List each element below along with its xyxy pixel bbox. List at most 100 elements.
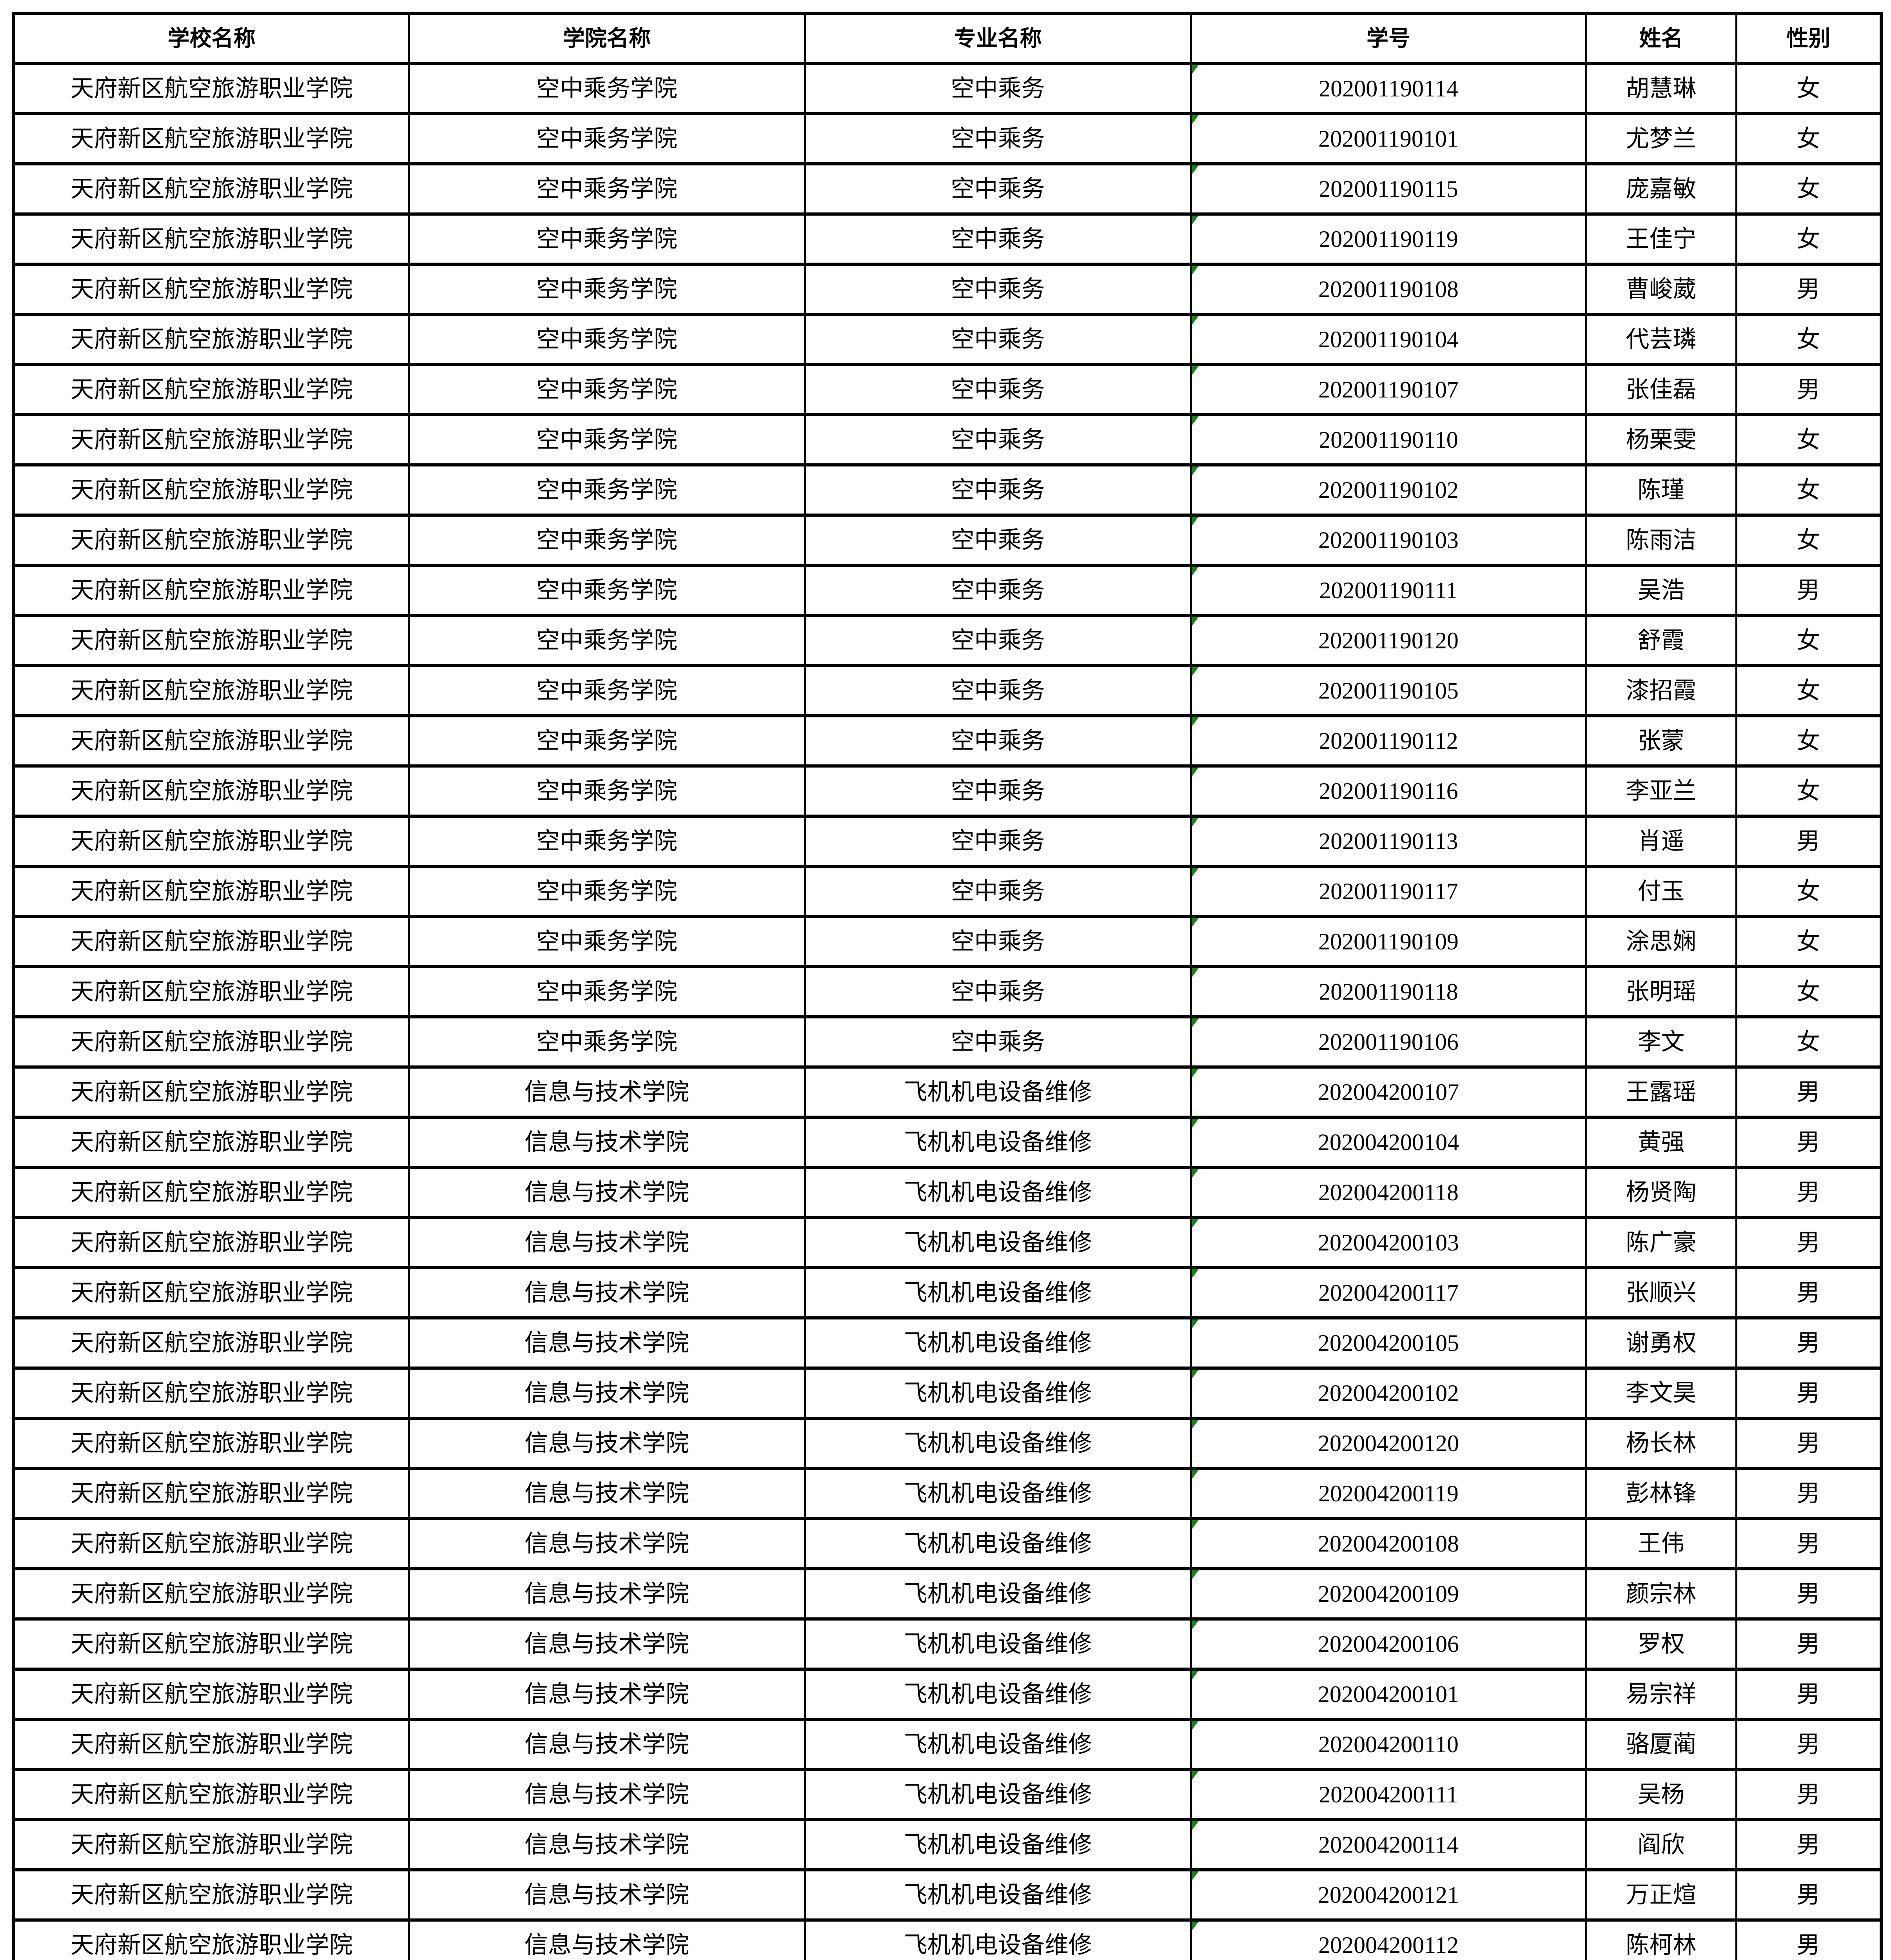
green-triangle-icon [1193, 1472, 1199, 1479]
table-body: 天府新区航空旅游职业学院 空中乘务学院 空中乘务 202001190114 胡慧… [13, 62, 1882, 1960]
cell-student-id: 202001190104 [1190, 313, 1587, 366]
cell-school: 天府新区航空旅游职业学院 [13, 363, 410, 416]
student-id-value: 202001190111 [1319, 577, 1458, 603]
cell-college: 空中乘务学院 [408, 463, 806, 517]
table-row: 天府新区航空旅游职业学院 空中乘务学院 空中乘务 202001190109 涂思… [13, 915, 1882, 968]
cell-school: 天府新区航空旅游职业学院 [13, 1467, 410, 1520]
table-row: 天府新区航空旅游职业学院 信息与技术学院 飞机机电设备维修 2020042001… [13, 1718, 1882, 1771]
table-row: 天府新区航空旅游职业学院 空中乘务学院 空中乘务 202001190117 付玉… [13, 865, 1882, 918]
student-id-value: 202001190113 [1319, 828, 1458, 854]
cell-college: 信息与技术学院 [408, 1517, 806, 1570]
table-row: 天府新区航空旅游职业学院 空中乘务学院 空中乘务 202001190103 陈雨… [13, 514, 1882, 567]
cell-student-id: 202004200104 [1190, 1116, 1587, 1169]
cell-major: 飞机机电设备维修 [804, 1617, 1192, 1671]
cell-gender: 女 [1735, 714, 1882, 768]
student-id-value: 202004200107 [1318, 1079, 1459, 1105]
cell-school: 天府新区航空旅游职业学院 [13, 212, 410, 266]
cell-college: 信息与技术学院 [408, 1216, 806, 1269]
cell-student-id: 202004200110 [1190, 1718, 1587, 1771]
table-row: 天府新区航空旅游职业学院 空中乘务学院 空中乘务 202001190108 曹峻… [13, 263, 1882, 316]
student-id-value: 202001190110 [1319, 427, 1458, 453]
cell-name: 颜宗林 [1585, 1567, 1737, 1621]
cell-student-id: 202004200101 [1190, 1668, 1587, 1721]
cell-gender: 男 [1735, 1768, 1882, 1821]
green-triangle-icon [1193, 1873, 1199, 1880]
cell-school: 天府新区航空旅游职业学院 [13, 764, 410, 818]
cell-name: 王伟 [1585, 1517, 1737, 1570]
cell-school: 天府新区航空旅游职业学院 [13, 162, 410, 216]
green-triangle-icon [1193, 1923, 1199, 1931]
cell-gender: 女 [1735, 463, 1882, 517]
cell-college: 信息与技术学院 [408, 1567, 806, 1621]
cell-major: 飞机机电设备维修 [804, 1065, 1192, 1119]
cell-school: 天府新区航空旅游职业学院 [13, 1065, 410, 1119]
cell-name: 陈雨洁 [1585, 514, 1737, 567]
cell-name: 涂思娴 [1585, 915, 1737, 968]
cell-school: 天府新区航空旅游职业学院 [13, 62, 410, 115]
cell-college: 空中乘务学院 [408, 965, 806, 1018]
green-triangle-icon [1193, 920, 1199, 927]
green-triangle-icon [1193, 1221, 1199, 1228]
cell-college: 信息与技术学院 [408, 1266, 806, 1319]
cell-school: 天府新区航空旅游职业学院 [13, 1718, 410, 1771]
cell-gender: 男 [1735, 1868, 1882, 1922]
cell-student-id: 202001190107 [1190, 363, 1587, 416]
cell-student-id: 202001190106 [1190, 1015, 1587, 1069]
cell-name: 杨贤陶 [1585, 1166, 1737, 1219]
cell-school: 天府新区航空旅游职业学院 [13, 463, 410, 517]
cell-college: 信息与技术学院 [408, 1367, 806, 1420]
cell-student-id: 202001190119 [1190, 212, 1587, 266]
cell-name: 杨长林 [1585, 1417, 1737, 1470]
student-id-value: 202001190117 [1319, 878, 1458, 904]
cell-gender: 男 [1735, 1617, 1882, 1671]
cell-name: 曹峻葳 [1585, 263, 1737, 316]
student-id-value: 202004200108 [1318, 1531, 1459, 1557]
student-id-value: 202001190101 [1318, 126, 1459, 152]
cell-major: 飞机机电设备维修 [804, 1116, 1192, 1169]
cell-school: 天府新区航空旅游职业学院 [13, 1367, 410, 1420]
cell-college: 信息与技术学院 [408, 1718, 806, 1771]
green-triangle-icon [1193, 970, 1199, 977]
cell-gender: 男 [1735, 1567, 1882, 1621]
cell-gender: 女 [1735, 1015, 1882, 1069]
green-triangle-icon [1193, 318, 1199, 325]
cell-student-id: 202004200109 [1190, 1567, 1587, 1621]
cell-school: 天府新区航空旅游职业学院 [13, 413, 410, 466]
green-triangle-icon [1193, 1020, 1199, 1027]
student-id-value: 202004200106 [1318, 1631, 1459, 1657]
cell-name: 王佳宁 [1585, 212, 1737, 266]
cell-student-id: 202001190112 [1190, 714, 1587, 768]
student-id-value: 202004200102 [1318, 1380, 1459, 1406]
table-row: 天府新区航空旅游职业学院 空中乘务学院 空中乘务 202001190113 肖遥… [13, 815, 1882, 868]
cell-major: 空中乘务 [804, 363, 1192, 416]
cell-major: 空中乘务 [804, 1015, 1192, 1069]
cell-student-id: 202001190117 [1190, 865, 1587, 918]
cell-school: 天府新区航空旅游职业学院 [13, 1517, 410, 1570]
cell-name: 李亚兰 [1585, 764, 1737, 818]
cell-major: 空中乘务 [804, 212, 1192, 266]
student-id-value: 202004200121 [1318, 1882, 1459, 1908]
green-triangle-icon [1193, 1321, 1199, 1328]
cell-name: 易宗祥 [1585, 1668, 1737, 1721]
cell-college: 信息与技术学院 [408, 1065, 806, 1119]
student-id-value: 202004200105 [1318, 1330, 1459, 1356]
table-row: 天府新区航空旅游职业学院 空中乘务学院 空中乘务 202001190102 陈瑾… [13, 463, 1882, 517]
cell-gender: 女 [1735, 915, 1882, 968]
cell-major: 空中乘务 [804, 614, 1192, 667]
green-triangle-icon [1193, 669, 1199, 676]
cell-gender: 男 [1735, 1316, 1882, 1370]
student-id-value: 202001190107 [1318, 377, 1459, 403]
student-id-value: 202004200112 [1318, 1932, 1459, 1958]
table-row: 天府新区航空旅游职业学院 空中乘务学院 空中乘务 202001190104 代芸… [13, 313, 1882, 366]
cell-gender: 男 [1735, 1266, 1882, 1319]
student-id-value: 202001190103 [1318, 527, 1459, 553]
cell-name: 舒霞 [1585, 614, 1737, 667]
cell-gender: 男 [1735, 1166, 1882, 1219]
student-id-value: 202004200114 [1318, 1832, 1459, 1858]
student-id-value: 202001190119 [1319, 226, 1458, 252]
green-triangle-icon [1193, 1672, 1199, 1680]
cell-name: 李文昊 [1585, 1367, 1737, 1420]
cell-student-id: 202004200120 [1190, 1417, 1587, 1470]
column-header-major: 专业名称 [804, 12, 1192, 65]
cell-major: 空中乘务 [804, 112, 1192, 165]
